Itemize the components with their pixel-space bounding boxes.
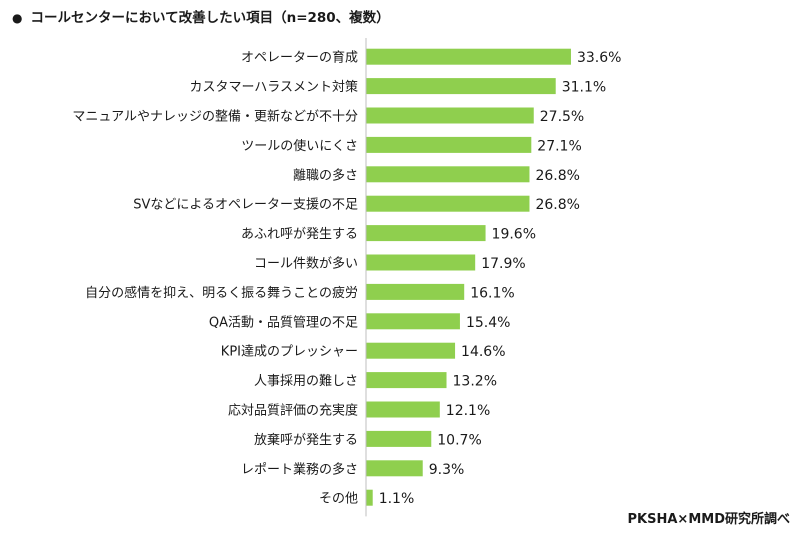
category-label: コール件数が多い	[254, 256, 358, 272]
chart-title: ● コールセンターにおいて改善したい項目（n=280、複数）	[12, 6, 390, 26]
bar	[366, 254, 476, 271]
bar	[366, 283, 465, 300]
category-label: QA活動・品質管理の不足	[209, 315, 358, 330]
value-label: 17.9%	[481, 256, 525, 272]
category-label: レポート業務の多さ	[241, 461, 358, 477]
bar	[366, 489, 373, 506]
value-label: 10.7%	[437, 432, 481, 448]
bar	[366, 107, 534, 124]
value-label: 26.8%	[535, 168, 579, 184]
category-label: その他	[319, 492, 358, 507]
value-label: 33.6%	[577, 50, 621, 66]
category-label: 応対品質評価の充実度	[228, 403, 358, 419]
bar	[366, 372, 447, 389]
value-label: 12.1%	[446, 403, 490, 419]
bar	[366, 225, 486, 242]
bar	[366, 78, 556, 95]
bar	[366, 460, 423, 477]
value-label: 14.6%	[461, 344, 505, 360]
category-label: マニュアルやナレッジの整備・更新などが不十分	[72, 109, 358, 125]
bar	[366, 430, 432, 447]
bar	[366, 195, 530, 212]
value-label: 19.6%	[492, 227, 536, 243]
category-label: SVなどによるオペレーター支援の不足	[133, 198, 358, 213]
category-label: 離職の多さ	[293, 167, 358, 183]
category-label: カスタマーハラスメント対策	[190, 79, 358, 95]
bar	[366, 313, 460, 330]
value-label: 1.1%	[379, 491, 415, 507]
bar	[366, 166, 530, 183]
value-label: 15.4%	[466, 315, 510, 331]
value-label: 9.3%	[429, 462, 465, 478]
bar	[366, 401, 440, 418]
category-label: 人事採用の難しさ	[254, 374, 358, 389]
value-label: 31.1%	[562, 80, 606, 96]
bars-group: オペレーターの育成 33.6% カスタマーハラスメント対策 31.1% マニュアルやナレ…	[72, 38, 621, 517]
value-label: 16.1%	[470, 285, 514, 301]
chart-title-text: コールセンターにおいて改善したい項目（n=280、複数）	[30, 10, 390, 26]
category-label: KPI達成のプレッシャー	[221, 345, 358, 360]
category-label: オペレーターの育成	[241, 50, 358, 66]
category-label: ツールの使いにくさ	[241, 138, 358, 154]
bar	[366, 342, 456, 359]
value-label: 27.5%	[540, 109, 584, 125]
bar	[366, 136, 532, 153]
value-label: 27.1%	[537, 138, 581, 154]
category-label: 放棄呼が発生する	[254, 433, 358, 448]
source-credit: PKSHA×MMD研究所調べ	[627, 512, 790, 527]
value-label: 13.2%	[453, 374, 497, 390]
bullet-icon: ●	[12, 11, 23, 25]
category-label: 自分の感情を抑え、明るく振る舞うことの疲労	[85, 285, 358, 301]
bar	[366, 48, 571, 65]
value-label: 26.8%	[535, 197, 579, 213]
category-label: あふれ呼が発生する	[241, 227, 358, 242]
